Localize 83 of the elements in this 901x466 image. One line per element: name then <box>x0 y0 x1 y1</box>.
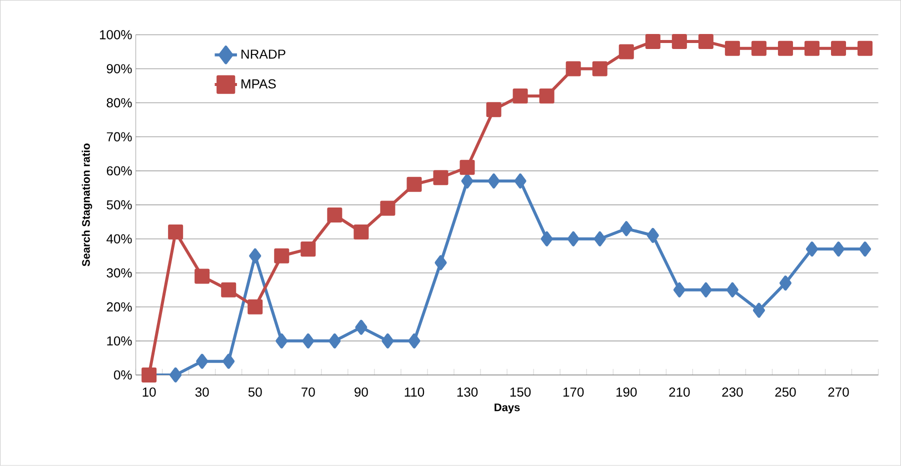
point <box>355 320 368 335</box>
point <box>248 300 263 315</box>
point <box>302 334 314 349</box>
point <box>194 268 210 284</box>
point <box>832 242 845 257</box>
point <box>221 282 236 298</box>
y-tick-label: 80% <box>106 98 132 108</box>
x-tick-label: 50 <box>248 388 262 397</box>
point <box>645 34 660 50</box>
point <box>514 174 526 189</box>
point <box>804 40 820 56</box>
point <box>274 248 290 264</box>
x-tick-label: 110 <box>404 388 424 397</box>
point <box>567 231 580 246</box>
point <box>700 282 712 298</box>
x-tick-label: 190 <box>616 388 637 397</box>
point <box>222 354 235 369</box>
y-tick-label: 20% <box>106 302 132 312</box>
y-tick-label: 70% <box>106 132 132 142</box>
point <box>539 88 554 104</box>
x-tick-label: 70 <box>302 388 315 397</box>
point <box>170 368 182 383</box>
point <box>276 334 288 349</box>
legend-label: NRADP <box>242 50 286 59</box>
x-tick-label: 30 <box>195 388 209 397</box>
point <box>196 354 208 369</box>
y-tick-label: 90% <box>106 64 132 74</box>
point <box>726 282 738 298</box>
point <box>354 224 369 240</box>
point <box>618 44 634 60</box>
x-tick-label: 270 <box>828 388 849 397</box>
legend-label: MPAS <box>242 79 276 89</box>
point <box>566 61 581 76</box>
point <box>380 200 396 216</box>
point <box>673 282 686 298</box>
point <box>382 334 394 349</box>
point <box>592 61 608 76</box>
y-tick-label: 40% <box>106 234 132 244</box>
y-tick-label: 100% <box>100 30 132 40</box>
x-tick-label: 150 <box>510 388 531 397</box>
y-tick-label: 0% <box>114 370 132 380</box>
point <box>672 34 687 50</box>
x-axis-title: Days <box>494 404 520 414</box>
point <box>328 334 341 349</box>
point <box>461 174 474 189</box>
x-tick-label: 210 <box>669 388 690 397</box>
point <box>778 40 793 56</box>
point <box>594 231 606 246</box>
point <box>434 255 447 270</box>
y-axis-title: Search Stagnation ratio <box>82 144 92 266</box>
point <box>460 160 475 176</box>
point <box>300 242 316 257</box>
point <box>698 34 714 50</box>
point <box>406 177 422 192</box>
point <box>806 242 818 257</box>
x-tick-label: 170 <box>563 388 584 397</box>
point <box>540 231 553 246</box>
point <box>488 174 500 189</box>
x-tick-label: 90 <box>354 388 368 397</box>
y-tick-label: 60% <box>106 166 132 176</box>
point <box>752 302 765 318</box>
point <box>858 40 873 56</box>
y-tick-label: 30% <box>106 268 132 278</box>
point <box>620 221 632 236</box>
point <box>327 208 342 223</box>
point <box>646 228 659 244</box>
y-tick-label: 50% <box>106 200 132 210</box>
point <box>831 40 846 56</box>
y-tick-label: 10% <box>107 336 132 346</box>
point <box>408 334 420 349</box>
x-tick-label: 230 <box>722 388 743 397</box>
point <box>168 224 184 240</box>
point <box>512 88 528 104</box>
point <box>486 102 502 118</box>
point <box>724 40 740 56</box>
point <box>751 40 766 56</box>
x-tick-label: 250 <box>775 388 796 397</box>
x-tick-label: 10 <box>142 388 156 397</box>
point <box>249 248 262 264</box>
point <box>859 242 872 257</box>
point <box>433 170 448 186</box>
x-tick-label: 130 <box>457 388 478 397</box>
point <box>779 276 792 291</box>
